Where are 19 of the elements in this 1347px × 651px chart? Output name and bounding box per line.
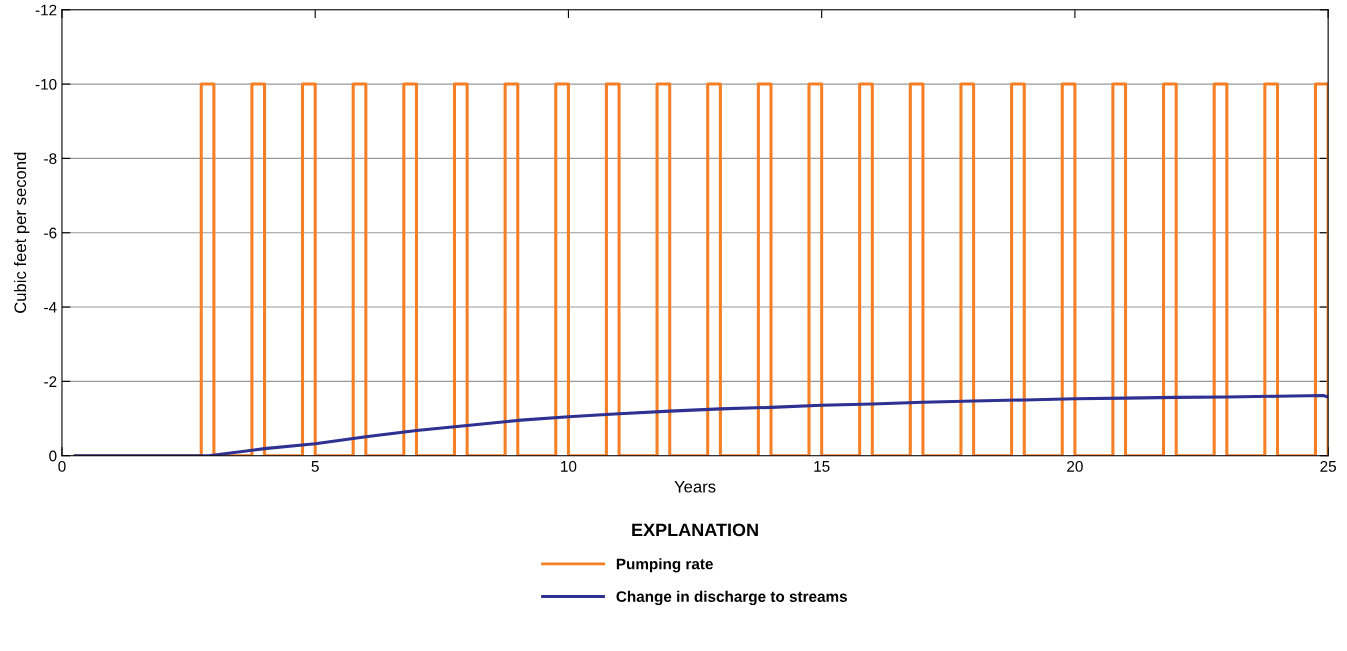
y-tick-label: -6 <box>44 227 57 239</box>
legend-label: Change in discharge to streams <box>616 590 847 606</box>
x-tick-label: 20 <box>1067 460 1083 472</box>
x-axis-title: Years <box>674 480 716 493</box>
x-tick-label: 15 <box>814 461 830 472</box>
x-tick-label: 5 <box>311 461 319 472</box>
x-tick-label: 25 <box>1320 460 1336 472</box>
legend-title: EXPLANATION <box>632 523 758 537</box>
y-axis-title: Cubic feet per second <box>13 152 30 313</box>
y-tick-label: -8 <box>44 153 57 165</box>
y-tick-label: -4 <box>44 302 57 313</box>
y-tick-label: 0 <box>49 450 57 462</box>
y-tick-label: -2 <box>44 376 57 387</box>
line-series <box>73 393 1329 456</box>
y-tick-label: -10 <box>35 78 57 90</box>
x-tick-label: 10 <box>561 460 577 472</box>
x-tick-label: 0 <box>58 460 66 472</box>
y-tick-label: -12 <box>35 4 57 16</box>
legend-label: Pumping rate <box>616 558 713 573</box>
